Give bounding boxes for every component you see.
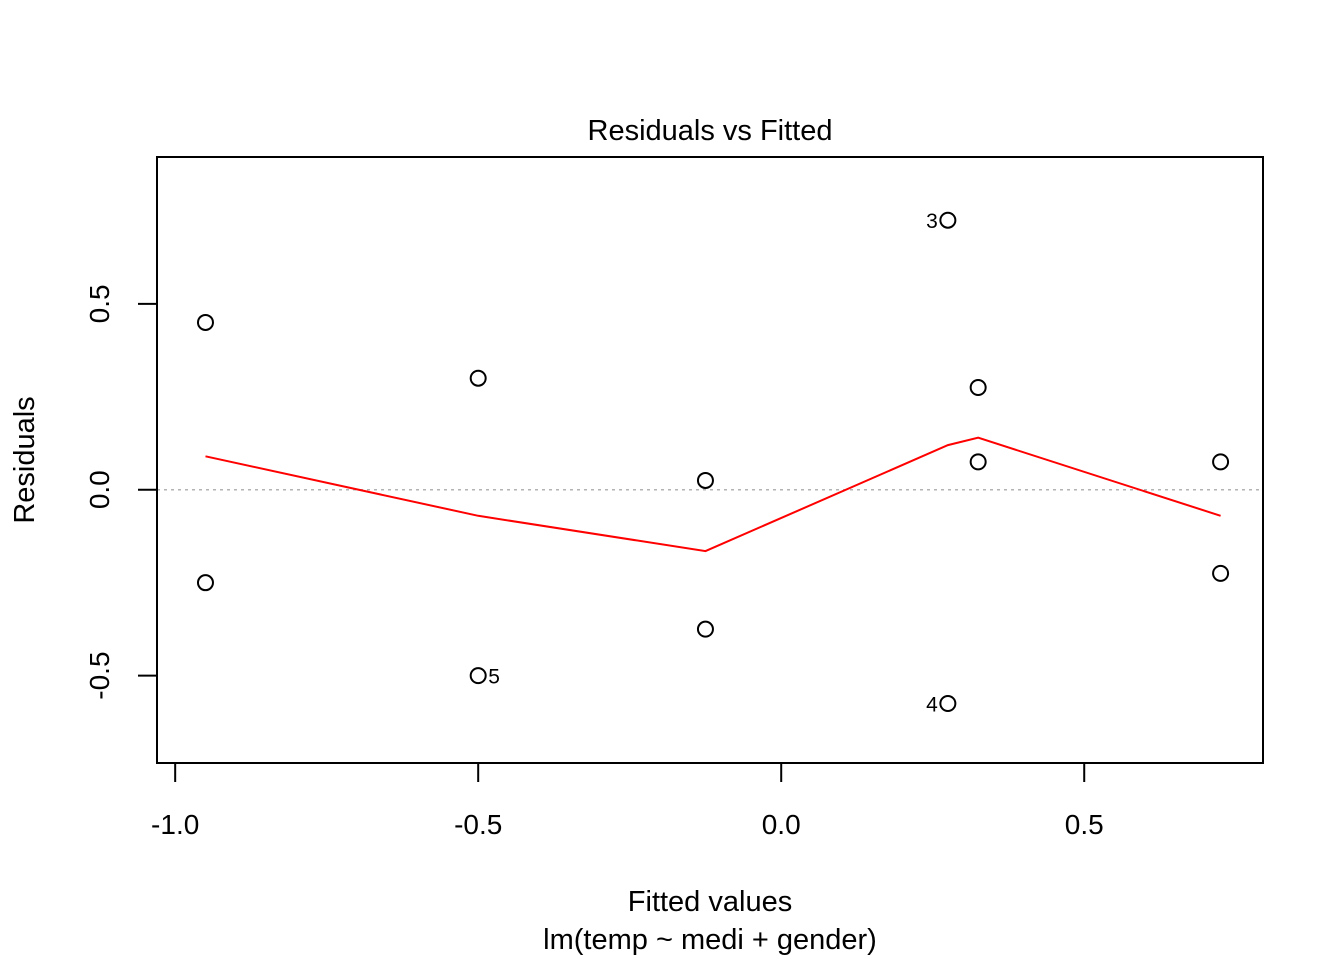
data-point (696, 620, 714, 638)
x-axis-title: Fitted values (628, 886, 792, 918)
data-point (939, 695, 957, 713)
point-label: 4 (926, 694, 938, 717)
y-tick-label: 0.5 (84, 284, 115, 323)
smooth-line-layer (205, 436, 1221, 553)
plot-frame (156, 156, 1264, 764)
data-point (469, 667, 487, 685)
data-point (196, 574, 214, 592)
x-axis: -1.0 -0.5 0.0 0.5 (151, 762, 1104, 840)
x-tick-label: 0.0 (762, 809, 801, 840)
points-layer: 5 3 4 (196, 210, 1230, 717)
y-tick-label: -0.5 (84, 651, 115, 699)
x-tick-label: -0.5 (454, 809, 502, 840)
y-axis: -0.5 0.0 0.5 (84, 284, 158, 700)
data-point (469, 369, 487, 387)
data-point (696, 471, 714, 489)
data-point (969, 453, 987, 471)
x-tick-label: 0.5 (1065, 809, 1104, 840)
data-point (939, 211, 957, 229)
point-label: 5 (488, 666, 500, 689)
data-point (969, 379, 987, 397)
smooth-line (205, 436, 1221, 553)
chart-subtitle: lm(temp ~ medi + gender) (543, 924, 877, 956)
data-point (1212, 453, 1230, 471)
x-tick-label: -1.0 (151, 809, 199, 840)
y-tick-label: 0.0 (84, 470, 115, 509)
chart-title: Residuals vs Fitted (588, 115, 833, 147)
point-label: 3 (926, 210, 938, 233)
y-axis-title: Residuals (9, 396, 41, 523)
data-point (196, 313, 214, 331)
data-point (1212, 564, 1230, 582)
